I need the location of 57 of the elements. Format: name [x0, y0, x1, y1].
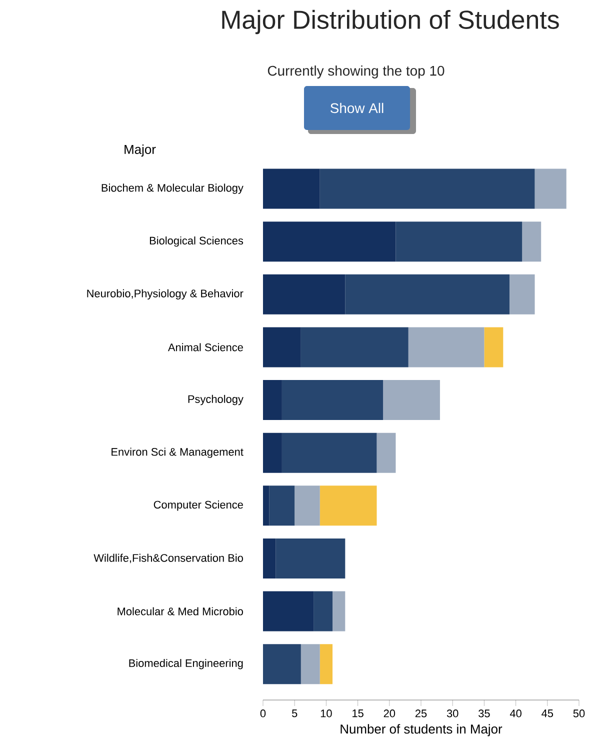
x-tick-label: 50 — [573, 710, 585, 718]
y-tick-label: Environ Sci & Management — [112, 448, 244, 458]
bar — [376, 432, 396, 473]
bar — [263, 432, 282, 473]
x-tick-label: 45 — [542, 710, 554, 718]
bar — [314, 591, 333, 632]
bar — [263, 274, 346, 314]
y-tick-label: Wildlife,Fish&Conservation Bio — [94, 554, 243, 564]
bar — [522, 222, 542, 262]
bar — [263, 380, 282, 420]
bar — [383, 380, 440, 420]
bar — [332, 591, 346, 632]
bar — [276, 538, 346, 578]
y-tick-label: Psychology — [188, 394, 244, 406]
chart-title: Major Distribution of Students — [222, 10, 559, 34]
y-tick-label: Molecular & Med Microbio — [118, 607, 243, 616]
bar — [263, 327, 301, 368]
bar — [263, 486, 270, 526]
bar — [282, 432, 377, 473]
x-tick-label: 30 — [446, 710, 458, 718]
bar — [345, 274, 510, 314]
y-tick-label: Neurobio,Physiology & Behavior — [87, 289, 244, 300]
x-tick-label: 40 — [510, 710, 522, 718]
chart-subtitle: Currently showing the top 10 — [268, 65, 444, 78]
bar — [320, 486, 377, 526]
bar — [300, 327, 408, 368]
bar — [269, 486, 295, 526]
text: Show All — [330, 102, 384, 114]
y-tick-label: Biological Sciences — [150, 236, 244, 247]
bar — [263, 222, 396, 262]
y-axis-title: Major — [124, 144, 156, 157]
y-tick-label: Biochem & Molecular Biology — [102, 184, 244, 194]
bar — [300, 644, 320, 684]
y-tick-label: Biomedical Engineering — [129, 658, 243, 670]
bar — [263, 591, 314, 632]
x-tick-label: 25 — [415, 710, 427, 718]
x-tick-label: 20 — [384, 710, 396, 718]
x-tick-label: 0 — [260, 710, 266, 718]
y-tick-label: Animal Science — [168, 343, 243, 352]
x-tick-label: 35 — [478, 710, 490, 718]
bar — [534, 168, 566, 209]
bar — [263, 538, 276, 578]
bar — [408, 327, 484, 368]
bar — [294, 486, 320, 526]
bar — [263, 168, 320, 209]
bar — [484, 327, 504, 368]
x-tick-label: 5 — [292, 710, 298, 718]
x-axis-title: Number of students in Major — [340, 724, 502, 736]
bar — [320, 644, 333, 684]
x-tick-label: 10 — [320, 710, 332, 718]
bar — [263, 644, 301, 684]
x-tick-label: 15 — [352, 710, 364, 718]
y-tick-label: Computer Science — [154, 500, 243, 511]
bar — [396, 222, 522, 262]
bar — [509, 274, 535, 314]
bar — [282, 380, 384, 420]
bar — [320, 168, 535, 209]
